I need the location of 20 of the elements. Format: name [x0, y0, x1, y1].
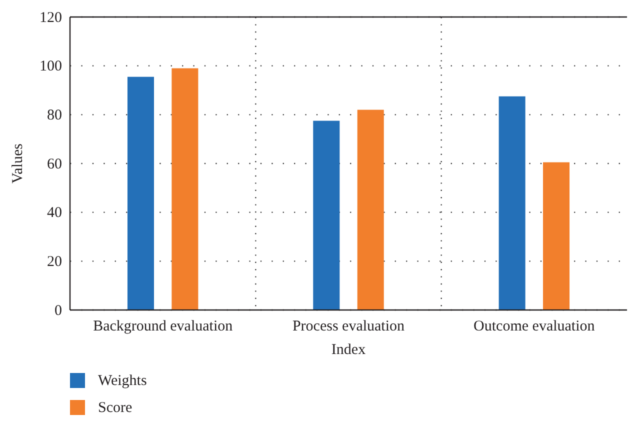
y-tick-label: 100: [40, 58, 62, 75]
y-tick-label: 60: [47, 156, 62, 172]
x-tick-label: Outcome evaluation: [474, 318, 596, 335]
x-tick-label: Background evaluation: [93, 318, 234, 335]
bar: [543, 162, 570, 310]
y-axis-title: Values: [10, 143, 26, 184]
y-tick-label: 40: [47, 205, 62, 222]
y-tick-label: 120: [40, 10, 62, 26]
legend-label: Weights: [98, 373, 147, 389]
bar: [313, 120, 340, 310]
y-tick-label: 0: [54, 302, 62, 319]
bar: [127, 76, 154, 310]
x-axis-title: Index: [331, 342, 366, 358]
bar: [172, 68, 198, 310]
y-tick-label: 80: [47, 107, 62, 124]
y-tick-label: 20: [47, 254, 62, 270]
bar: [357, 110, 384, 310]
legend-label: Score: [98, 400, 132, 416]
x-tick-label: Process evaluation: [292, 318, 406, 335]
bar: [498, 96, 526, 310]
